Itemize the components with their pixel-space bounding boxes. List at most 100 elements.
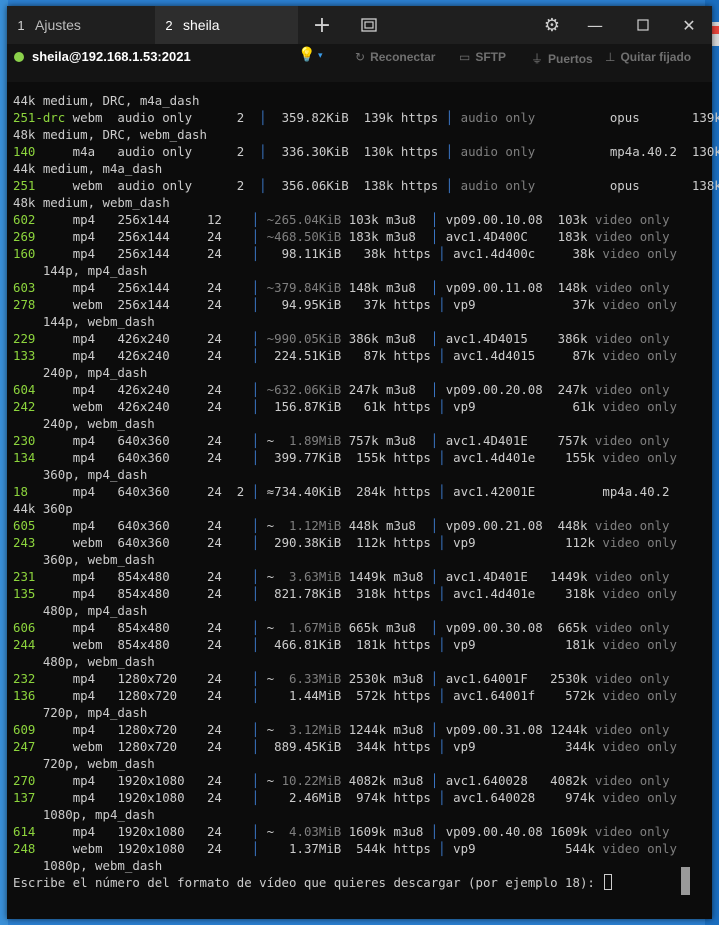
- column-separator: │: [251, 229, 260, 244]
- terminal-text: 1080p, webm_dash: [13, 858, 163, 873]
- terminal-text: 6.33MiB: [289, 671, 342, 686]
- terminal-line: 360p, webm_dash: [13, 551, 693, 568]
- reconnect-label: Reconectar: [370, 50, 436, 64]
- terminal-text: mp4 256x144 24: [35, 229, 252, 244]
- column-separator: │: [438, 790, 446, 805]
- terminal-text: ~: [259, 433, 290, 448]
- terminal-text: video only: [594, 280, 670, 295]
- terminal-output[interactable]: 44k medium, DRC, m4a_dash 251-drc webm au…: [13, 92, 719, 891]
- lightbulb-icon[interactable]: 💡: [298, 47, 316, 63]
- terminal-text: video only: [594, 382, 670, 397]
- format-id: 231: [13, 569, 36, 584]
- tab-number: 1: [17, 17, 25, 33]
- terminal-text: webm 426x240 24: [35, 399, 252, 414]
- column-separator: │: [438, 297, 446, 312]
- terminal-line: 232 mp4 1280x720 24 │ ~ 6.33MiB 2530k m3…: [13, 670, 693, 687]
- terminal-text: webm audio only 2: [65, 110, 260, 125]
- terminal-text: opus 139k: [535, 110, 719, 125]
- terminal-cursor[interactable]: [604, 874, 613, 890]
- column-separator: │: [251, 246, 260, 261]
- column-separator: │: [251, 586, 260, 601]
- terminal-text: avc1.64001f 572k: [445, 688, 603, 703]
- terminal-line: 480p, mp4_dash: [13, 602, 693, 619]
- close-icon[interactable]: ✕: [682, 15, 696, 35]
- column-separator: │: [430, 331, 439, 346]
- terminal-text: video only: [594, 773, 670, 788]
- terminal-line: 243 webm 640x360 24 │ 290.38KiB 112k htt…: [13, 534, 693, 551]
- terminal-text: 1.67MiB: [289, 620, 342, 635]
- terminal-prompt-line[interactable]: Escribe el número del formato de vídeo q…: [13, 874, 693, 891]
- terminal-line: 248 webm 1920x1080 24 │ 1.37MiB 544k htt…: [13, 840, 693, 857]
- reconnect-button[interactable]: ↻ Reconectar: [355, 50, 435, 64]
- unpin-button[interactable]: ⊥ Quitar fijado: [605, 50, 691, 64]
- format-id: 602: [13, 212, 36, 227]
- terminal-text: mp4 854x480 24: [35, 620, 252, 635]
- terminal-text: ~265.04KiB: [266, 212, 342, 227]
- terminal-text: 48k medium, DRC, webm_dash: [13, 127, 207, 142]
- plus-icon[interactable]: +: [312, 12, 332, 38]
- terminal-line: 602 mp4 256x144 12 │ ~265.04KiB 103k m3u…: [13, 211, 693, 228]
- terminal-text: ~379.84KiB: [266, 280, 342, 295]
- terminal-line: 133 mp4 426x240 24 │ 224.51KiB 87k https…: [13, 347, 693, 364]
- terminal-text: 399.77KiB 155k https: [259, 450, 439, 465]
- terminal-text: avc1.64001F 2530k: [438, 671, 595, 686]
- terminal-line: 720p, mp4_dash: [13, 704, 693, 721]
- sftp-button[interactable]: ▭ SFTP: [459, 50, 506, 64]
- tab-ajustes[interactable]: 1 Ajustes: [7, 6, 153, 44]
- terminal-text: video only: [594, 331, 670, 346]
- gear-icon[interactable]: ⚙: [543, 14, 561, 36]
- terminal-text: avc1.4D401E 757k: [438, 433, 595, 448]
- terminal-text: 360p, webm_dash: [13, 552, 155, 567]
- terminal-text: 1080p, mp4_dash: [13, 807, 155, 822]
- terminal-text: mp4 426x240 24: [35, 348, 252, 363]
- terminal-text: 757k m3u8: [341, 433, 431, 448]
- terminal-text: 44k medium, DRC, m4a_dash: [13, 93, 200, 108]
- new-window-icon[interactable]: [357, 6, 381, 44]
- terminal-line: 1080p, webm_dash: [13, 857, 693, 874]
- terminal-text: vp9 112k: [445, 535, 603, 550]
- column-separator: │: [251, 535, 260, 550]
- terminal-line: 242 webm 426x240 24 │ 156.87KiB 61k http…: [13, 398, 693, 415]
- column-separator: │: [251, 280, 260, 295]
- column-separator: │: [438, 450, 446, 465]
- terminal-text: mp4 640x360 24: [35, 433, 252, 448]
- chevron-down-icon[interactable]: ▾: [318, 51, 323, 61]
- column-separator: │: [251, 212, 260, 227]
- terminal-text: ~: [259, 569, 290, 584]
- terminal-text: vp09.00.40.08 1609k: [438, 824, 595, 839]
- terminal-text: ≈734.40KiB 284k https: [259, 484, 439, 499]
- terminal-text: mp4a.40.2 130k: [535, 144, 719, 159]
- terminal-text: video only: [594, 433, 670, 448]
- scrollbar-thumb[interactable]: [681, 867, 690, 895]
- format-id: 251-drc: [13, 110, 66, 125]
- terminal-text: mp4 256x144 24: [35, 246, 252, 261]
- column-separator: │: [438, 637, 446, 652]
- terminal-text: mp4 426x240 24: [35, 382, 252, 397]
- column-separator: │: [438, 841, 446, 856]
- column-separator: │: [430, 212, 439, 227]
- column-separator: │: [438, 246, 446, 261]
- terminal-text: 144p, mp4_dash: [13, 263, 148, 278]
- terminal-line: 230 mp4 640x360 24 │ ~ 1.89MiB 757k m3u8…: [13, 432, 693, 449]
- terminal-line: 480p, webm_dash: [13, 653, 693, 670]
- terminal-line: 604 mp4 426x240 24 │ ~632.06KiB 247k m3u…: [13, 381, 693, 398]
- maximize-icon[interactable]: [631, 6, 655, 44]
- column-separator: │: [251, 297, 260, 312]
- column-separator: │: [430, 433, 439, 448]
- format-id: 230: [13, 433, 36, 448]
- format-id: 609: [13, 722, 36, 737]
- ports-label: Puertos: [548, 51, 593, 66]
- terminal-text: 356.06KiB 138k https: [266, 178, 446, 193]
- terminal-text: 2530k m3u8: [341, 671, 431, 686]
- format-id: 229: [13, 331, 36, 346]
- terminal-text: 240p, mp4_dash: [13, 365, 148, 380]
- minimize-icon[interactable]: —: [587, 15, 603, 35]
- terminal-line: 606 mp4 854x480 24 │ ~ 1.67MiB 665k m3u8…: [13, 619, 693, 636]
- column-separator: │: [251, 518, 260, 533]
- terminal-text: 224.51KiB 87k https: [259, 348, 439, 363]
- format-id: 244: [13, 637, 36, 652]
- tab-sheila[interactable]: 2 sheila: [155, 6, 298, 44]
- refresh-icon: ↻: [355, 50, 366, 64]
- terminal-text: [259, 212, 266, 227]
- ports-button[interactable]: ⏚ Puertos: [531, 50, 593, 67]
